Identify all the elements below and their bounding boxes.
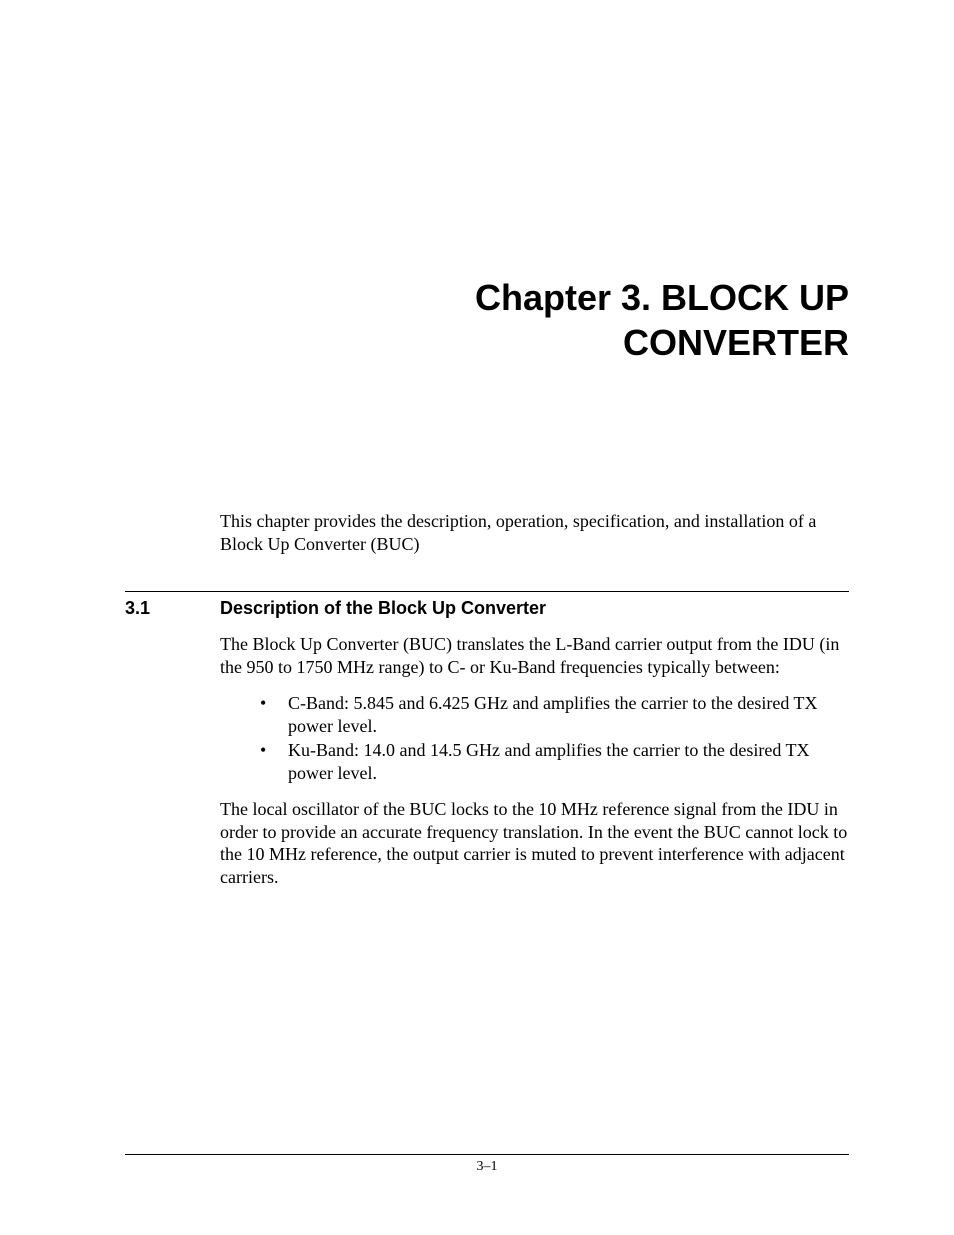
bullet-list: C-Band: 5.845 and 6.425 GHz and amplifie… bbox=[260, 692, 849, 784]
chapter-title-line2: CONVERTER bbox=[623, 322, 849, 363]
chapter-title: Chapter 3. BLOCK UP CONVERTER bbox=[125, 275, 849, 365]
chapter-intro: This chapter provides the description, o… bbox=[220, 510, 849, 555]
page-footer: 3–1 bbox=[125, 1154, 849, 1175]
chapter-title-line1: Chapter 3. BLOCK UP bbox=[475, 277, 849, 318]
page-number: 3–1 bbox=[125, 1159, 849, 1175]
footer-divider bbox=[125, 1154, 849, 1155]
document-page: Chapter 3. BLOCK UP CONVERTER This chapt… bbox=[0, 0, 954, 1235]
section-number: 3.1 bbox=[125, 598, 220, 619]
section-para-2: The local oscillator of the BUC locks to… bbox=[220, 798, 849, 888]
section-para-1: The Block Up Converter (BUC) translates … bbox=[220, 633, 849, 678]
list-item: C-Band: 5.845 and 6.425 GHz and amplifie… bbox=[260, 692, 849, 737]
section-header: 3.1 Description of the Block Up Converte… bbox=[125, 598, 849, 619]
list-item: Ku-Band: 14.0 and 14.5 GHz and amplifies… bbox=[260, 739, 849, 784]
section-title: Description of the Block Up Converter bbox=[220, 598, 546, 619]
section-divider bbox=[125, 591, 849, 592]
